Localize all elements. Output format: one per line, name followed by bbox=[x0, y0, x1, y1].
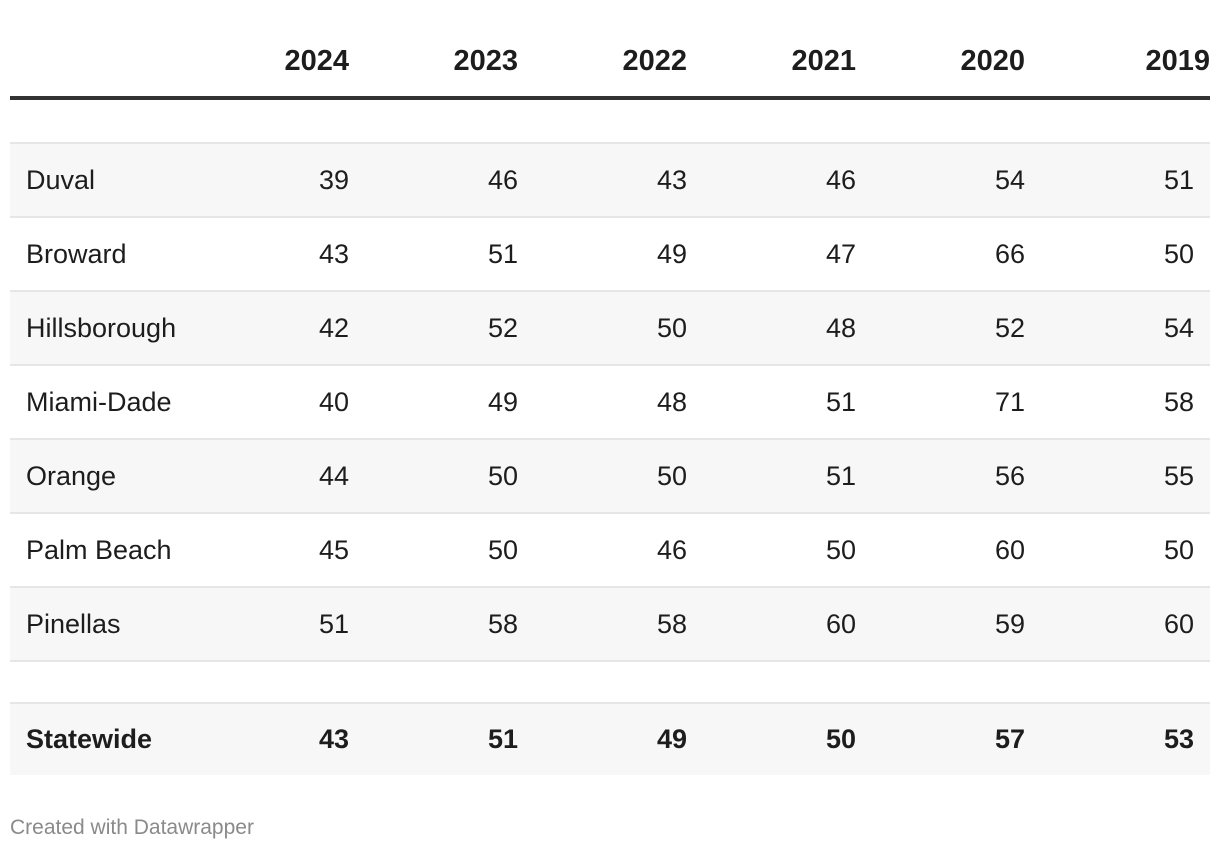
total-value-cell: 57 bbox=[872, 703, 1041, 775]
value-cell: 51 bbox=[1041, 143, 1210, 218]
value-cell: 71 bbox=[872, 365, 1041, 440]
value-cell: 51 bbox=[703, 365, 872, 440]
county-name-cell: Pinellas bbox=[10, 587, 196, 662]
value-cell: 50 bbox=[365, 439, 534, 514]
county-name-cell: Palm Beach bbox=[10, 513, 196, 588]
value-cell: 60 bbox=[872, 513, 1041, 588]
value-cell: 46 bbox=[534, 513, 703, 588]
county-name-cell: Duval bbox=[10, 143, 196, 218]
value-cell: 48 bbox=[534, 365, 703, 440]
value-cell: 39 bbox=[196, 143, 365, 218]
county-name-cell: Miami-Dade bbox=[10, 365, 196, 440]
value-cell: 50 bbox=[365, 513, 534, 588]
column-header-name bbox=[10, 0, 196, 100]
value-cell: 51 bbox=[703, 439, 872, 514]
value-cell: 49 bbox=[534, 217, 703, 292]
spacer-row bbox=[10, 98, 1210, 144]
value-cell: 50 bbox=[534, 439, 703, 514]
value-cell: 42 bbox=[196, 291, 365, 366]
value-cell: 50 bbox=[1041, 513, 1210, 588]
value-cell: 50 bbox=[1041, 217, 1210, 292]
column-header-year: 2019 bbox=[1041, 0, 1210, 100]
value-cell: 58 bbox=[534, 587, 703, 662]
footer-credit: Created with Datawrapper bbox=[10, 816, 254, 839]
county-name-cell: Orange bbox=[10, 439, 196, 514]
data-table-container: 2024 2023 2022 2021 2020 2019 Duval 39 46 4… bbox=[10, 0, 1210, 775]
column-header-year: 2024 bbox=[196, 0, 365, 100]
total-value-cell: 50 bbox=[703, 703, 872, 775]
header-row: 2024 2023 2022 2021 2020 2019 bbox=[10, 0, 1210, 100]
value-cell: 44 bbox=[196, 439, 365, 514]
value-cell: 45 bbox=[196, 513, 365, 588]
column-header-year: 2020 bbox=[872, 0, 1041, 100]
value-cell: 58 bbox=[1041, 365, 1210, 440]
value-cell: 50 bbox=[703, 513, 872, 588]
table-row: Broward 43 51 49 47 66 50 bbox=[10, 217, 1210, 292]
data-table: 2024 2023 2022 2021 2020 2019 Duval 39 46 4… bbox=[10, 0, 1210, 775]
value-cell: 48 bbox=[703, 291, 872, 366]
total-value-cell: 49 bbox=[534, 703, 703, 775]
value-cell: 46 bbox=[703, 143, 872, 218]
value-cell: 54 bbox=[872, 143, 1041, 218]
value-cell: 52 bbox=[872, 291, 1041, 366]
total-value-cell: 43 bbox=[196, 703, 365, 775]
value-cell: 49 bbox=[365, 365, 534, 440]
value-cell: 51 bbox=[365, 217, 534, 292]
value-cell: 51 bbox=[196, 587, 365, 662]
value-cell: 58 bbox=[365, 587, 534, 662]
table-row: Duval 39 46 43 46 54 51 bbox=[10, 143, 1210, 218]
value-cell: 52 bbox=[365, 291, 534, 366]
table-row: Orange 44 50 50 51 56 55 bbox=[10, 439, 1210, 514]
value-cell: 66 bbox=[872, 217, 1041, 292]
value-cell: 55 bbox=[1041, 439, 1210, 514]
value-cell: 47 bbox=[703, 217, 872, 292]
value-cell: 40 bbox=[196, 365, 365, 440]
value-cell: 56 bbox=[872, 439, 1041, 514]
column-header-year: 2022 bbox=[534, 0, 703, 100]
value-cell: 46 bbox=[365, 143, 534, 218]
total-value-cell: 51 bbox=[365, 703, 534, 775]
value-cell: 60 bbox=[703, 587, 872, 662]
value-cell: 60 bbox=[1041, 587, 1210, 662]
column-header-year: 2021 bbox=[703, 0, 872, 100]
table-row: Miami-Dade 40 49 48 51 71 58 bbox=[10, 365, 1210, 440]
county-name-cell: Hillsborough bbox=[10, 291, 196, 366]
value-cell: 43 bbox=[534, 143, 703, 218]
value-cell: 43 bbox=[196, 217, 365, 292]
total-value-cell: 53 bbox=[1041, 703, 1210, 775]
total-name-cell: Statewide bbox=[10, 703, 196, 775]
value-cell: 59 bbox=[872, 587, 1041, 662]
total-row: Statewide 43 51 49 50 57 53 bbox=[10, 703, 1210, 775]
table-row: Palm Beach 45 50 46 50 60 50 bbox=[10, 513, 1210, 588]
table-row: Hillsborough 42 52 50 48 52 54 bbox=[10, 291, 1210, 366]
value-cell: 50 bbox=[534, 291, 703, 366]
spacer-row bbox=[10, 661, 1210, 704]
table-row: Pinellas 51 58 58 60 59 60 bbox=[10, 587, 1210, 662]
value-cell: 54 bbox=[1041, 291, 1210, 366]
column-header-year: 2023 bbox=[365, 0, 534, 100]
county-name-cell: Broward bbox=[10, 217, 196, 292]
